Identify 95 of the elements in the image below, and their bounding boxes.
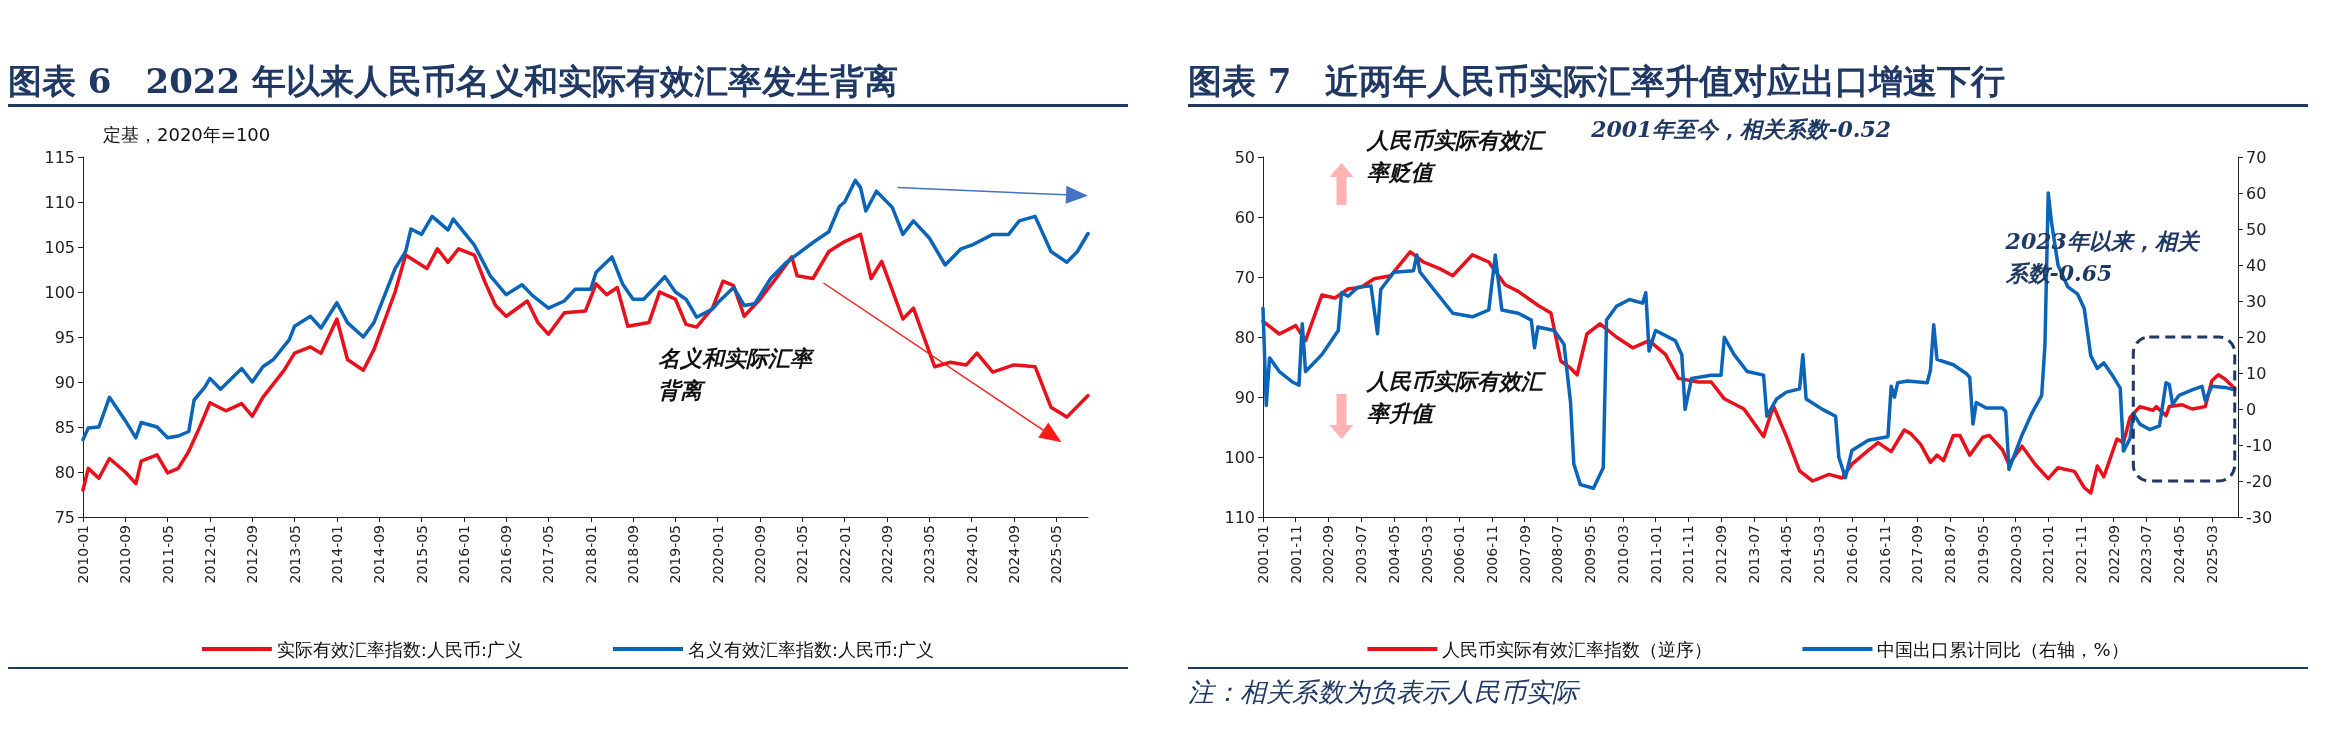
x-tick-label: 2016-09 [498, 525, 515, 584]
x-tick-label: 2025-03 [2203, 525, 2220, 584]
y-tick-label: 100 [44, 282, 75, 302]
legend-label: 人民币实际有效汇率指数（逆序） [1442, 638, 1713, 660]
x-tick-label: 2019-05 [667, 525, 684, 584]
x-tick-label: 2014-05 [1778, 525, 1795, 584]
y-tick-label: 75 [54, 507, 75, 527]
y-tick-label: 90 [54, 372, 75, 392]
x-tick-label: 2017-05 [540, 525, 557, 584]
y-tick-label: 105 [44, 237, 75, 257]
x-tick-label: 2015-05 [413, 525, 430, 584]
x-tick-label: 2013-07 [1745, 525, 1762, 584]
y-tick-label: 60 [1234, 207, 1255, 227]
y-tick-label: 50 [1234, 147, 1255, 167]
x-tick-label: 2014-09 [371, 525, 388, 584]
x-tick-label: 2025-05 [1048, 525, 1065, 584]
x-tick-label: 2008-07 [1549, 525, 1566, 584]
x-tick-label: 2019-05 [1974, 525, 1991, 584]
x-tick-label: 2023-05 [921, 525, 938, 584]
y-tick-label: 70 [1234, 267, 1255, 287]
y2-tick-label: 0 [2246, 399, 2257, 419]
x-tick-label: 2020-09 [752, 525, 769, 584]
legend-label: 实际有效汇率指数:人民币:广义 [276, 638, 524, 660]
y-tick-label: 90 [1234, 387, 1255, 407]
x-tick-label: 2021-01 [2040, 525, 2057, 584]
x-tick-label: 2005-03 [1418, 525, 1435, 584]
y2-tick-label: -20 [2246, 471, 2273, 491]
x-tick-label: 2018-09 [625, 525, 642, 584]
x-tick-label: 2002-09 [1320, 525, 1337, 584]
x-tick-label: 2013-05 [286, 525, 303, 584]
x-tick-label: 2016-01 [455, 525, 472, 584]
x-tick-label: 2018-01 [582, 525, 599, 584]
x-tick-label: 2011-05 [159, 525, 176, 584]
y-tick-label: 110 [1224, 507, 1255, 527]
x-tick-label: 2001-11 [1287, 525, 1304, 584]
x-tick-label: 2012-09 [1713, 525, 1730, 584]
line-series [81, 232, 1090, 492]
x-tick-label: 2020-01 [709, 525, 726, 584]
text: 注：相关系数为负表示人民币实际 [1188, 677, 1578, 707]
x-tick-label: 2012-01 [201, 525, 218, 584]
x-tick-label: 2018-07 [1942, 525, 1959, 584]
x-tick-label: 2022-01 [836, 525, 853, 584]
x-tick-label: 2007-09 [1516, 525, 1533, 584]
y2-tick-label: 20 [2246, 327, 2267, 347]
y2-tick-label: 10 [2246, 363, 2267, 383]
x-tick-label: 2023-07 [2138, 525, 2155, 584]
y-axis-title: 定基，2020年=100 [103, 123, 271, 145]
x-tick-label: 2021-05 [794, 525, 811, 584]
y2-tick-label: 50 [2246, 219, 2267, 239]
x-tick-label: 2022-09 [879, 525, 895, 584]
x-tick-label: 2016-01 [1843, 525, 1860, 584]
x-tick-label: 2006-11 [1484, 525, 1501, 584]
y2-tick-label: 40 [2246, 255, 2267, 275]
y-tick-label: 80 [54, 462, 75, 482]
y2-tick-label: -30 [2246, 507, 2273, 527]
x-tick-label: 2011-11 [1680, 525, 1697, 584]
y2-tick-label: 70 [2246, 147, 2267, 167]
legend-label: 名义有效汇率指数:人民币:广义 [688, 638, 935, 660]
x-tick-label: 2010-03 [1614, 525, 1631, 584]
x-tick-label: 2015-03 [1811, 525, 1828, 584]
annotation: 人民币实际有效汇率升值 [1366, 367, 1548, 426]
annotation: 人民币实际有效汇率贬值 [1366, 126, 1548, 185]
text: 2001年至今，相关系数-0.52 [1590, 115, 1892, 142]
y-tick-label: 115 [44, 147, 75, 167]
x-tick-label: 2022-09 [2105, 525, 2122, 584]
y-tick-label: 85 [54, 417, 75, 437]
y2-tick-label: 30 [2246, 291, 2267, 311]
x-tick-label: 2011-01 [1647, 525, 1664, 584]
legend-label: 中国出口累计同比（右轴，%） [1877, 638, 2129, 660]
x-tick-label: 2010-09 [117, 525, 134, 584]
x-tick-label: 2020-03 [2007, 525, 2024, 584]
x-tick-label: 2004-05 [1385, 525, 1402, 584]
y2-tick-label: 60 [2246, 183, 2267, 203]
y-tick-label: 100 [1224, 447, 1255, 467]
chart-title: 图表 7 近两年人民币实际汇率升值对应出口增速下行 [1188, 60, 2006, 103]
x-tick-label: 2009-05 [1582, 525, 1599, 584]
x-tick-label: 2024-05 [2171, 525, 2188, 584]
x-tick-label: 2016-11 [1876, 525, 1893, 584]
line-series [81, 178, 1090, 442]
y-tick-label: 80 [1234, 327, 1255, 347]
y-tick-label: 95 [54, 327, 75, 347]
chart-title: 图表 6 2022 年以来人民币名义和实际有效汇率发生背离 [8, 60, 898, 103]
x-tick-label: 2010-01 [75, 525, 91, 584]
annotation: 名义和实际汇率背离 [657, 345, 815, 404]
x-tick-label: 2017-09 [1909, 525, 1926, 584]
y2-tick-label: -10 [2246, 435, 2273, 455]
x-tick-label: 2024-01 [963, 525, 980, 584]
x-tick-label: 2021-11 [2072, 525, 2089, 584]
x-tick-label: 2001-01 [1255, 525, 1271, 584]
x-tick-label: 2003-07 [1353, 525, 1370, 584]
x-tick-label: 2024-09 [1005, 525, 1022, 584]
y-tick-label: 110 [44, 192, 75, 212]
x-tick-label: 2014-01 [328, 525, 345, 584]
x-tick-label: 2012-09 [244, 525, 261, 584]
x-tick-label: 2006-01 [1451, 525, 1468, 584]
